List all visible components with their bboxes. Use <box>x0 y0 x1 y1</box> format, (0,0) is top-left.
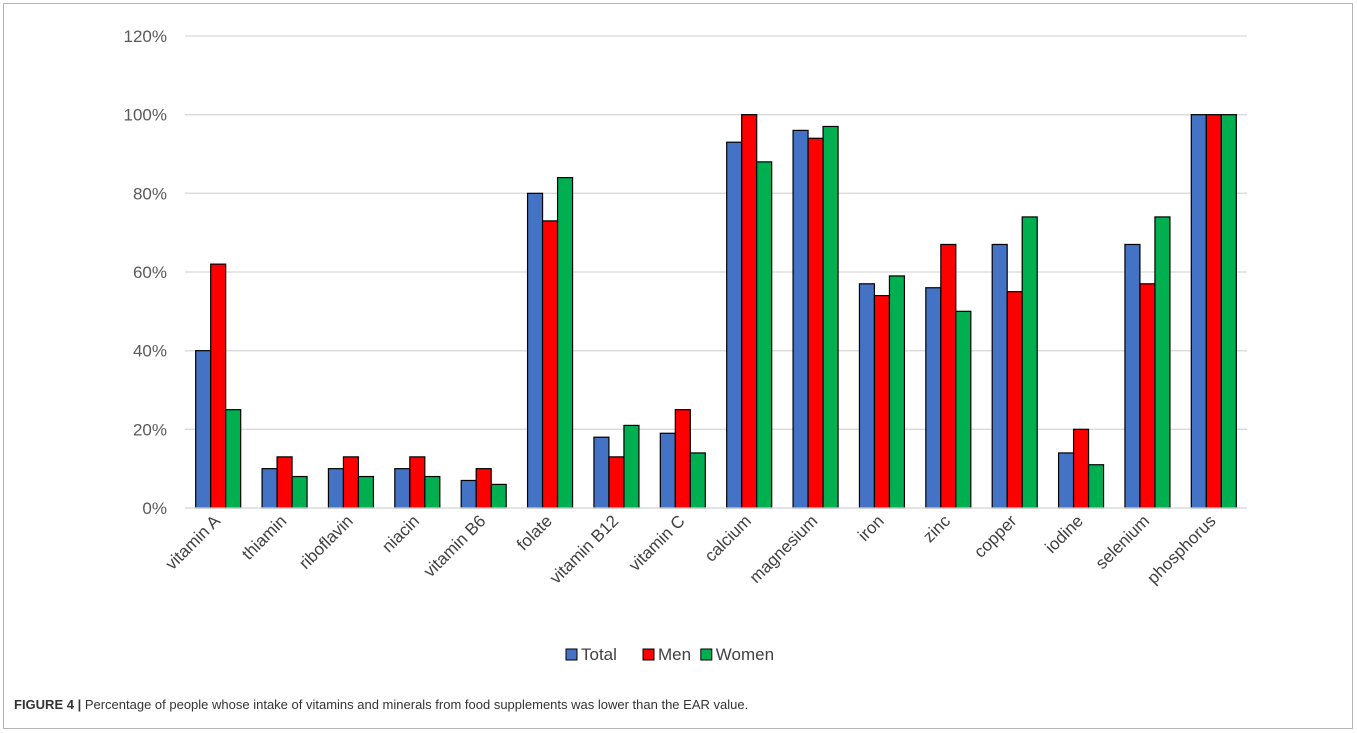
legend-swatch-women <box>700 648 713 661</box>
y-tick-label: 120% <box>124 27 167 46</box>
bar-total <box>261 468 278 509</box>
y-tick-label: 40% <box>133 342 167 361</box>
bar-men <box>873 295 891 509</box>
bar-women <box>424 475 441 509</box>
legend-swatch-men <box>642 648 655 661</box>
x-tick-label: selenium <box>1092 511 1154 573</box>
x-tick-label: phosphorus <box>1143 511 1219 587</box>
figure-caption-label: FIGURE 4 | <box>14 697 82 712</box>
x-tick-label: vitamin B12 <box>546 511 622 587</box>
bar-men <box>608 456 625 509</box>
y-tick-label: 20% <box>133 420 167 439</box>
x-tick-label: iron <box>854 511 887 544</box>
bar-women <box>357 475 375 509</box>
figure-frame <box>3 3 1353 729</box>
bar-women <box>490 483 507 509</box>
x-tick-label: vitamin B6 <box>420 511 490 581</box>
figure-caption-text: Percentage of people whose intake of vit… <box>81 697 749 712</box>
bar-total <box>726 141 743 509</box>
figure-caption: FIGURE 4 | Percentage of people whose in… <box>14 697 748 712</box>
bar-men <box>1006 291 1023 509</box>
bar-total <box>991 243 1008 509</box>
bar-women <box>623 424 640 509</box>
bar-women <box>888 275 906 509</box>
bar-total <box>195 350 212 509</box>
bar-women <box>556 177 574 509</box>
x-tick-label: thiamin <box>238 511 290 563</box>
bar-men <box>409 456 426 509</box>
bar-total <box>925 287 942 509</box>
x-tick-label: magnesium <box>746 511 822 587</box>
x-tick-label: zinc <box>919 511 954 546</box>
legend-label-total: Total <box>581 645 617 664</box>
y-tick-label: 0% <box>142 499 167 518</box>
legend-swatch-total <box>565 648 578 661</box>
bar-total <box>858 283 876 509</box>
bar-total <box>1190 114 1207 509</box>
legend-label-men: Men <box>658 645 691 664</box>
bar-women <box>756 161 773 509</box>
x-tick-label: vitamin A <box>162 511 225 574</box>
y-tick-label: 100% <box>124 106 167 125</box>
bar-men <box>1139 283 1156 509</box>
bar-total <box>327 468 345 509</box>
x-tick-label: folate <box>513 511 556 554</box>
bar-total <box>1124 243 1141 509</box>
bar-total <box>792 129 809 509</box>
x-tick-label: niacin <box>378 511 423 556</box>
bar-women <box>689 452 706 509</box>
bar-men <box>1205 114 1222 509</box>
bar-women <box>1154 216 1171 509</box>
x-tick-label: iodine <box>1041 511 1087 557</box>
bar-total <box>460 479 477 509</box>
bar-total <box>394 468 411 509</box>
bar-men <box>741 114 758 509</box>
legend-label-women: Women <box>716 645 774 664</box>
y-tick-label: 60% <box>133 263 167 282</box>
bar-total <box>526 192 544 509</box>
bar-men <box>940 243 957 509</box>
bar-men <box>674 409 691 509</box>
bar-women <box>955 310 972 509</box>
x-tick-label: calcium <box>701 511 755 565</box>
bar-total <box>593 436 610 509</box>
bar-men <box>475 468 492 509</box>
x-tick-label: riboflavin <box>295 511 357 573</box>
bar-women <box>225 409 242 509</box>
x-tick-label: vitamin C <box>625 511 689 575</box>
bar-men <box>807 137 824 509</box>
bar-men <box>210 263 227 509</box>
bar-total <box>659 432 676 509</box>
bar-men <box>1072 428 1090 509</box>
bar-women <box>1087 464 1105 509</box>
x-tick-label: copper <box>970 511 1020 561</box>
bar-women <box>1021 216 1038 509</box>
bar-men <box>276 456 293 509</box>
bar-women <box>1220 114 1237 509</box>
bar-total <box>1057 452 1075 509</box>
bar-men <box>342 456 360 509</box>
bar-men <box>541 220 559 509</box>
bar-women <box>291 475 308 509</box>
bar-women <box>822 125 839 509</box>
y-tick-label: 80% <box>133 184 167 203</box>
